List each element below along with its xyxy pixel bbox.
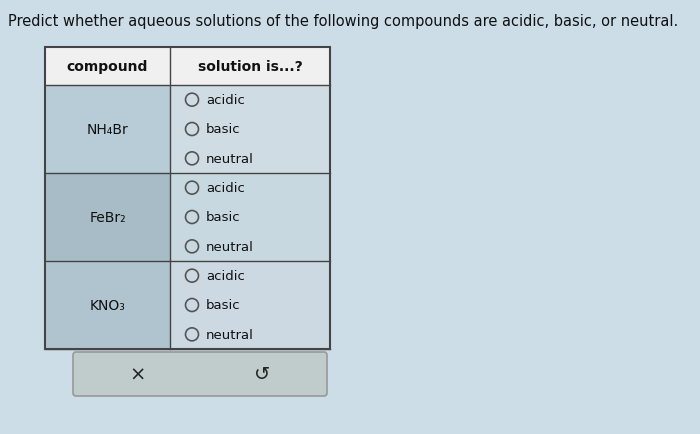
- FancyBboxPatch shape: [73, 352, 327, 396]
- Text: solution is...?: solution is...?: [197, 60, 302, 74]
- Bar: [170, 261, 330, 349]
- Text: Predict whether aqueous solutions of the following compounds are acidic, basic, : Predict whether aqueous solutions of the…: [8, 14, 678, 29]
- Text: acidic: acidic: [206, 182, 245, 195]
- Text: acidic: acidic: [206, 94, 245, 107]
- Bar: [45, 48, 170, 86]
- Text: basic: basic: [206, 299, 241, 312]
- Text: neutral: neutral: [206, 240, 254, 253]
- Text: basic: basic: [206, 123, 241, 136]
- Bar: [170, 174, 330, 261]
- Text: ↺: ↺: [254, 365, 270, 384]
- Bar: [170, 86, 330, 174]
- Text: compound: compound: [66, 60, 148, 74]
- Text: ×: ×: [130, 365, 146, 384]
- Bar: [45, 261, 170, 349]
- Text: neutral: neutral: [206, 152, 254, 165]
- Bar: [170, 48, 330, 86]
- Text: basic: basic: [206, 211, 241, 224]
- Bar: [45, 86, 170, 174]
- Text: FeBr₂: FeBr₂: [89, 210, 126, 224]
- Bar: [45, 48, 330, 349]
- Text: acidic: acidic: [206, 270, 245, 283]
- Text: neutral: neutral: [206, 328, 254, 341]
- Text: NH₄Br: NH₄Br: [87, 123, 128, 137]
- Bar: [45, 174, 170, 261]
- Text: KNO₃: KNO₃: [90, 298, 125, 312]
